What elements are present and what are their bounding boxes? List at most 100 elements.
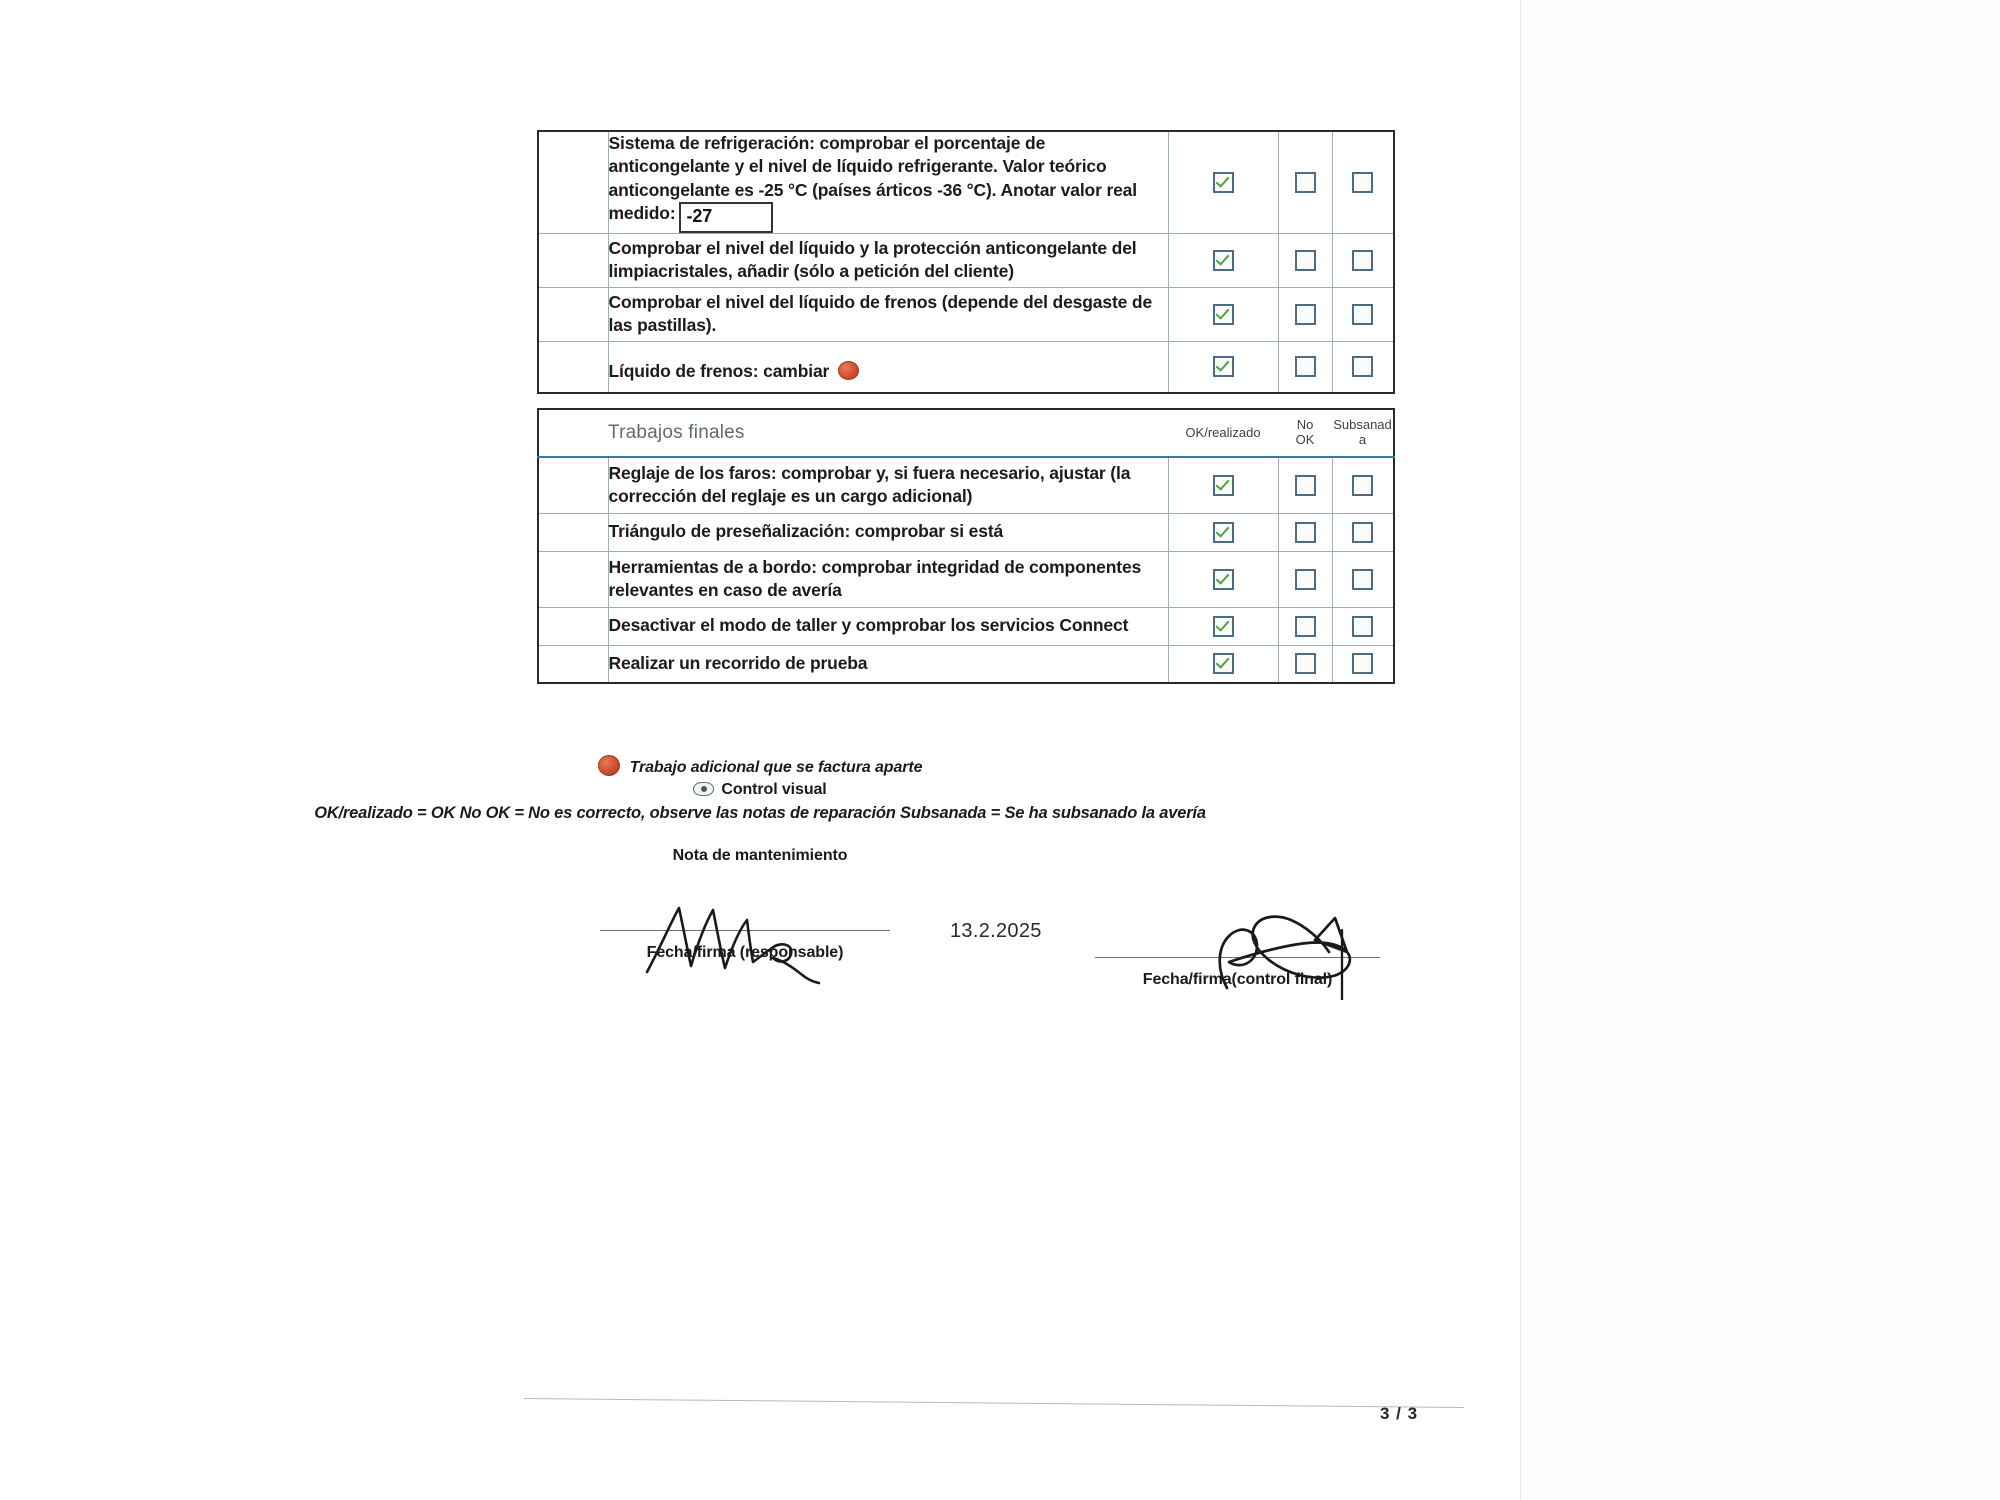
subsanada-checkbox-cell[interactable] [1331, 512, 1395, 552]
checkbox-no-ok-icon[interactable] [1294, 356, 1316, 378]
column-header-no-ok-line2: OK [1295, 432, 1315, 447]
no-ok-checkbox-cell[interactable] [1277, 340, 1333, 394]
checkbox-no-ok-icon[interactable] [1294, 474, 1316, 496]
checkbox-ok-icon[interactable] [1212, 356, 1234, 378]
checkbox-subsanada-icon[interactable] [1352, 249, 1374, 271]
ok-checkbox-cell[interactable] [1167, 286, 1279, 342]
legend-extra-charge-row: Trabajo adicional que se factura aparte [0, 755, 1520, 777]
checkbox-ok-icon[interactable] [1212, 615, 1234, 637]
ok-checkbox-cell[interactable] [1167, 131, 1279, 234]
checkbox-subsanada-icon[interactable] [1352, 474, 1374, 496]
subsanada-checkbox-cell[interactable] [1331, 340, 1395, 394]
header-spacer-cell [538, 409, 608, 458]
fluids-checklist-table: Sistema de refrigeración: comprobar el p… [537, 130, 1395, 395]
task-description-cell: Comprobar el nivel del líquido y la prot… [607, 232, 1169, 288]
task-description-cell: Desactivar el modo de taller y comprobar… [607, 606, 1169, 646]
table-row: Triángulo de preseñalización: comprobar … [537, 512, 1395, 552]
subsanada-checkbox-cell[interactable] [1331, 131, 1395, 234]
checkbox-no-ok-icon[interactable] [1294, 521, 1316, 543]
ok-checkbox-cell[interactable] [1167, 512, 1279, 552]
checkbox-no-ok-icon[interactable] [1294, 303, 1316, 325]
checkbox-ok-icon[interactable] [1212, 474, 1234, 496]
no-ok-checkbox-cell[interactable] [1277, 456, 1333, 514]
row-marker-cell [537, 286, 609, 342]
footer-divider [523, 1398, 1464, 1409]
eye-icon [693, 782, 715, 796]
row-marker-cell [537, 131, 609, 234]
subsanada-checkbox-cell[interactable] [1331, 286, 1395, 342]
subsanada-checkbox-cell[interactable] [1331, 550, 1395, 608]
table-row: Comprobar el nivel del líquido y la prot… [537, 232, 1395, 288]
ok-checkbox-cell[interactable] [1167, 340, 1279, 394]
signature-label-final-control: Fecha/firma(control final) [1142, 971, 1333, 988]
task-description-cell: Triángulo de preseñalización: comprobar … [607, 512, 1169, 552]
final-works-checklist-table: Trabajos finales OK/realizado No OK Subsa… [537, 408, 1395, 684]
task-description-cell: Reglaje de los faros: comprobar y, si fu… [607, 456, 1169, 514]
ok-checkbox-cell[interactable] [1167, 232, 1279, 288]
legend-maintenance-note: Nota de mantenimiento [672, 847, 848, 864]
task-text: Sistema de refrigeración: comprobar el p… [608, 133, 1138, 223]
table-row: Reglaje de los faros: comprobar y, si fu… [537, 456, 1395, 514]
document-page: Sistema de refrigeración: comprobar el p… [0, 0, 1521, 1500]
section-title: Trabajos finales [608, 409, 1168, 458]
ok-checkbox-cell[interactable] [1167, 606, 1279, 646]
extra-charge-dot-icon [838, 360, 860, 380]
subsanada-checkbox-cell[interactable] [1331, 232, 1395, 288]
row-marker-cell [537, 512, 609, 552]
legend-block: Trabajo adicional que se factura aparte … [0, 755, 1520, 865]
row-marker-cell [537, 550, 609, 608]
column-header-no-ok-line1: No [1296, 417, 1314, 433]
no-ok-checkbox-cell[interactable] [1277, 644, 1333, 684]
checkbox-no-ok-icon[interactable] [1294, 653, 1316, 675]
signature-line-responsible [600, 930, 890, 931]
signature-ink-responsible [645, 906, 821, 985]
signature-ink-final-control [1218, 915, 1352, 1000]
checkbox-no-ok-icon[interactable] [1294, 249, 1316, 271]
checkbox-no-ok-icon[interactable] [1294, 568, 1316, 590]
task-description-cell: Sistema de refrigeración: comprobar el p… [607, 131, 1169, 234]
task-description-cell: Realizar un recorrido de prueba [607, 644, 1169, 684]
checkbox-subsanada-icon[interactable] [1352, 303, 1374, 325]
checkbox-no-ok-icon[interactable] [1294, 615, 1316, 637]
page-number: 3 / 3 [1380, 1404, 1419, 1423]
checkbox-no-ok-icon[interactable] [1294, 171, 1316, 193]
page-background-margin [1521, 0, 2000, 1500]
legend-visual-check-row: Control visual [0, 781, 1520, 799]
checkbox-ok-icon[interactable] [1212, 568, 1234, 590]
checkbox-ok-icon[interactable] [1212, 521, 1234, 543]
subsanada-checkbox-cell[interactable] [1331, 606, 1395, 646]
no-ok-checkbox-cell[interactable] [1277, 232, 1333, 288]
table-row: Herramientas de a bordo: comprobar integ… [537, 550, 1395, 608]
column-header-subsanada-line2: a [1358, 432, 1367, 447]
checkbox-subsanada-icon[interactable] [1352, 615, 1374, 637]
table-row: Líquido de frenos: cambiar [537, 340, 1395, 394]
checkbox-subsanada-icon[interactable] [1352, 356, 1374, 378]
legend-visual-check-text: Control visual [721, 781, 827, 798]
row-marker-cell [537, 232, 609, 288]
subsanada-checkbox-cell[interactable] [1331, 644, 1395, 684]
no-ok-checkbox-cell[interactable] [1277, 606, 1333, 646]
table-row: Desactivar el modo de taller y comprobar… [537, 606, 1395, 646]
checkbox-ok-icon[interactable] [1212, 249, 1234, 271]
measured-value-input[interactable]: -27 [678, 201, 773, 233]
no-ok-checkbox-cell[interactable] [1277, 131, 1333, 234]
checkbox-subsanada-icon[interactable] [1352, 521, 1374, 543]
subsanada-checkbox-cell[interactable] [1331, 456, 1395, 514]
task-description-cell: Comprobar el nivel del líquido de frenos… [607, 286, 1169, 342]
ok-checkbox-cell[interactable] [1167, 550, 1279, 608]
table-header-row: Trabajos finales OK/realizado No OK Subsa… [538, 409, 1394, 458]
column-header-ok: OK/realizado [1168, 409, 1278, 458]
table-row: Realizar un recorrido de prueba [537, 644, 1395, 684]
ok-checkbox-cell[interactable] [1167, 456, 1279, 514]
checkbox-ok-icon[interactable] [1212, 303, 1234, 325]
checkbox-subsanada-icon[interactable] [1352, 568, 1374, 590]
no-ok-checkbox-cell[interactable] [1277, 512, 1333, 552]
no-ok-checkbox-cell[interactable] [1277, 550, 1333, 608]
checkbox-ok-icon[interactable] [1212, 171, 1234, 193]
column-header-subsanada-line1: Subsanad [1333, 417, 1392, 433]
checkbox-ok-icon[interactable] [1212, 653, 1234, 675]
checkbox-subsanada-icon[interactable] [1352, 653, 1374, 675]
no-ok-checkbox-cell[interactable] [1277, 286, 1333, 342]
ok-checkbox-cell[interactable] [1167, 644, 1279, 684]
checkbox-subsanada-icon[interactable] [1352, 171, 1374, 193]
